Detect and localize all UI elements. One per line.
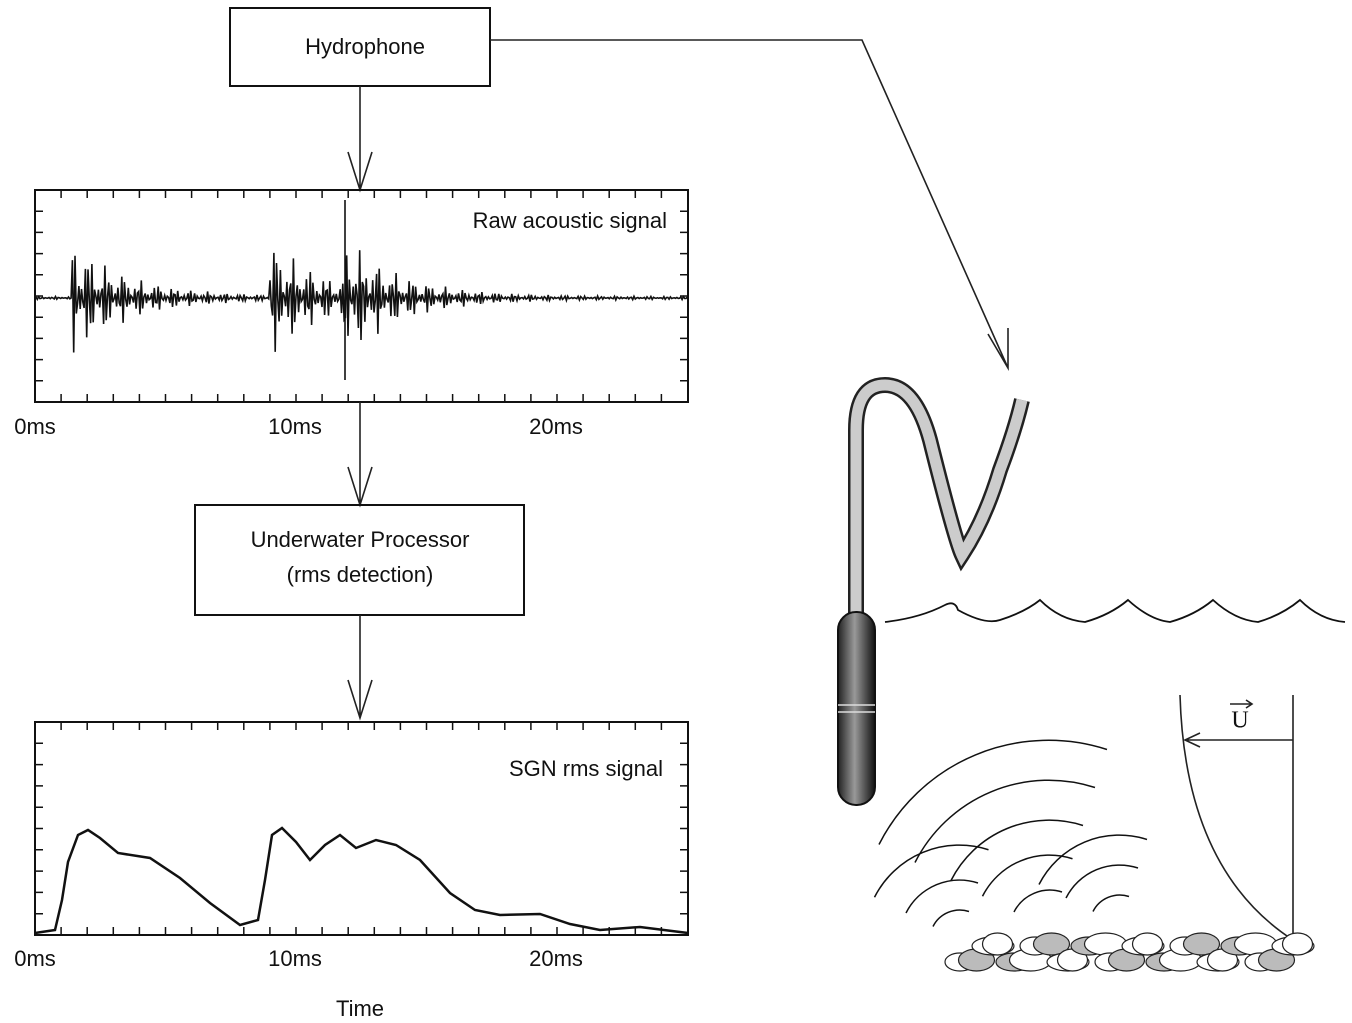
raw-waveform (34, 200, 688, 380)
stone (981, 932, 1014, 956)
arrow (347, 615, 373, 721)
x-label: 10ms (268, 946, 322, 971)
frame-ticks (35, 190, 688, 935)
sound-arc (1013, 889, 1063, 913)
x-label: 0ms (14, 414, 56, 439)
velocity-arrow (1183, 732, 1293, 748)
sound-arc (1092, 894, 1130, 912)
rms-plot-frame (34, 721, 689, 936)
rms-plot-label: SGN rms signal (509, 756, 663, 781)
processor-box (194, 504, 525, 616)
x-label: 20ms (529, 946, 583, 971)
sound-arc (981, 854, 1073, 897)
sound-waves (873, 739, 1148, 927)
tick-marks (35, 190, 688, 402)
arrow (347, 86, 373, 193)
stone (1032, 932, 1071, 956)
tick-marks (35, 722, 688, 935)
sediment (944, 932, 1315, 972)
stone (1281, 932, 1314, 956)
x-label: 0ms (14, 946, 56, 971)
sound-arc (1038, 834, 1148, 885)
sound-arc (914, 779, 1096, 863)
x-label: 20ms (529, 414, 583, 439)
vector-arrow (1230, 699, 1254, 709)
sound-arc (878, 739, 1108, 845)
x-title: Time (336, 996, 384, 1021)
rms-waveform (34, 826, 689, 935)
probe (837, 611, 876, 806)
stone (1182, 932, 1221, 956)
sound-arc (1065, 864, 1139, 899)
velocity-label: U (1231, 708, 1248, 734)
processor-label: Underwater Processor (251, 527, 470, 552)
water-surface (884, 598, 1346, 623)
arrow (347, 402, 373, 508)
sound-arc (873, 844, 989, 898)
processor-label: (rms detection) (287, 562, 434, 587)
sound-arc (905, 879, 979, 914)
probe-band (838, 704, 875, 713)
sound-arc (932, 909, 970, 927)
sound-arc (950, 819, 1084, 881)
cable-outline (848, 376, 1030, 615)
cable (850, 379, 1028, 615)
hydrophone-label: Hydrophone (305, 34, 425, 59)
raw-plot-label: Raw acoustic signal (473, 208, 667, 233)
x-label: 10ms (268, 414, 322, 439)
stone (1131, 932, 1164, 956)
velocity-profile (1179, 694, 1294, 941)
arrow (490, 39, 1009, 371)
